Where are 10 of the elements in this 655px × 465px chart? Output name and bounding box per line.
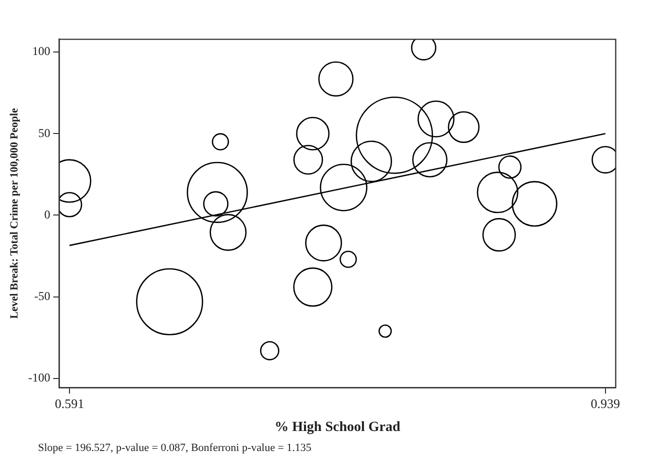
y-tick-label: -50: [34, 289, 50, 304]
y-tick-label: -100: [28, 370, 50, 385]
y-tick-label: 100: [32, 44, 50, 58]
x-tick-label: 0.591: [54, 396, 84, 411]
y-tick-label: 50: [38, 126, 50, 140]
x-axis-title: % High School Grad: [274, 420, 400, 436]
y-tick-label: 0: [44, 207, 50, 222]
y-axis-title: Level Break: Total Crime per 100,000 People: [8, 108, 20, 319]
text: Slope = 196.527, p-value = 0.087, Bonferroni p-value = 1.135: [38, 442, 312, 454]
x-tick-label: 0.939: [590, 396, 620, 411]
